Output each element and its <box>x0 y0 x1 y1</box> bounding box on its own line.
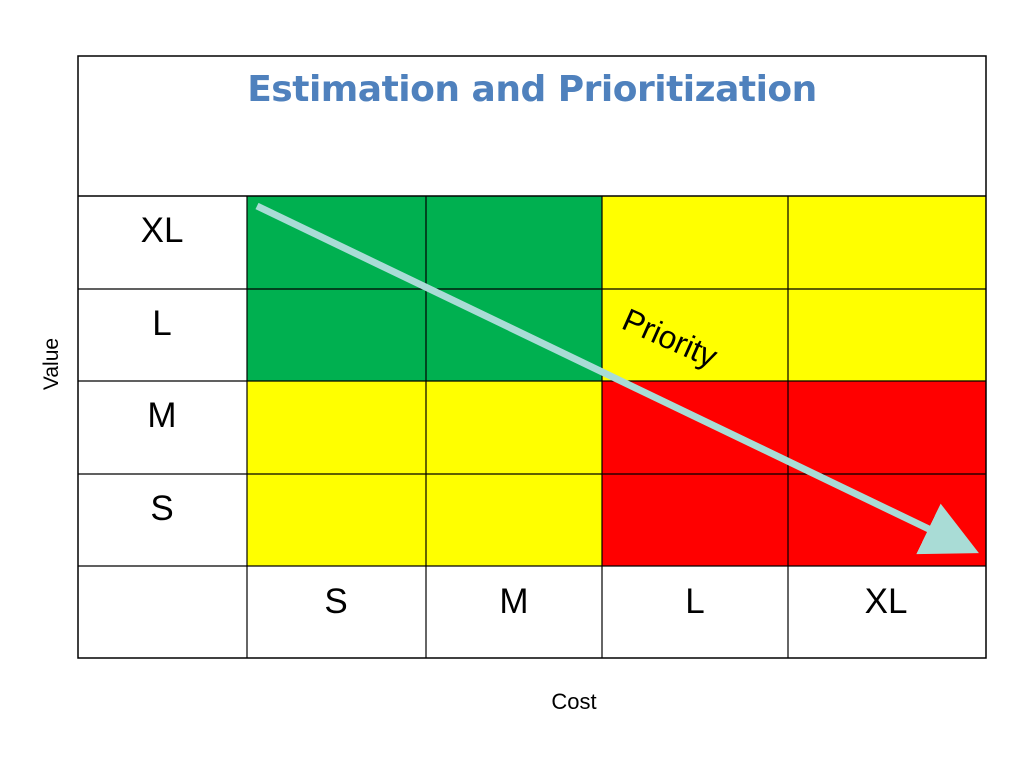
matrix-cell-s-xl <box>788 474 986 566</box>
y-tick-label-s: S <box>150 489 173 528</box>
matrix-cell-xl-l <box>602 196 788 289</box>
matrix-cell-m-m <box>426 381 602 474</box>
matrix-cell-s-m <box>426 474 602 566</box>
priority-arrow <box>255 202 979 555</box>
matrix-cell-m-l <box>602 381 788 474</box>
y-tick-label-l: L <box>152 304 171 343</box>
x-tick-label-xl: XL <box>865 582 908 621</box>
matrix-cell-s-s <box>247 474 426 566</box>
matrix-cell-xl-m <box>426 196 602 289</box>
chart-title: Estimation and Prioritization <box>247 69 817 110</box>
matrix-cell-m-s <box>247 381 426 474</box>
x-tick-label-l: L <box>685 582 704 621</box>
y-tick-label-xl: XL <box>141 211 184 250</box>
matrix-cell-s-l <box>602 474 788 566</box>
matrix-cell-l-l <box>602 289 788 381</box>
y-tick-label-m: M <box>147 396 176 435</box>
table-frame <box>77 55 987 659</box>
x-axis-label: Cost <box>551 689 597 714</box>
matrix-cell-l-s <box>247 289 426 381</box>
matrix-cell-m-xl <box>788 381 986 474</box>
x-tick-label-s: S <box>324 582 347 621</box>
matrix-cell-l-xl <box>788 289 986 381</box>
y-axis-label: Value <box>40 337 63 391</box>
x-tick-label-m: M <box>499 582 528 621</box>
matrix-cell-xl-xl <box>788 196 986 289</box>
